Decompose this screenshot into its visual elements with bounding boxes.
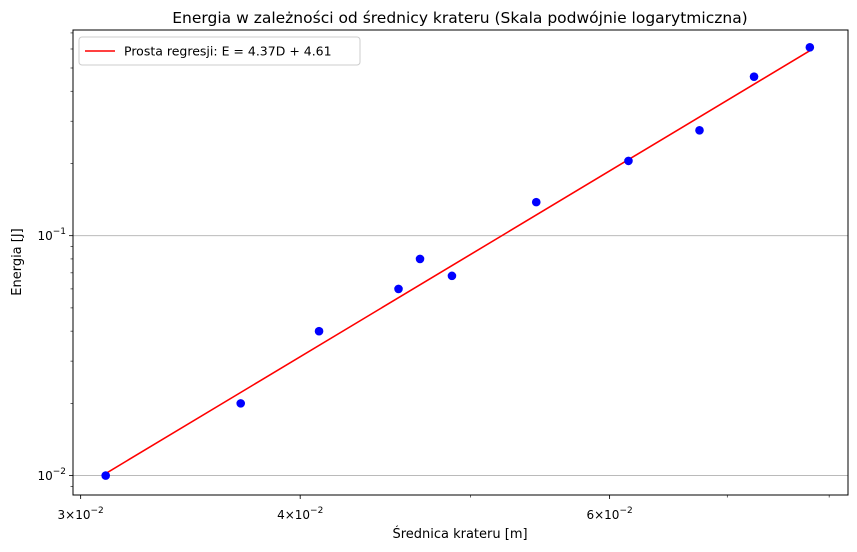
x-tick-label: 4×10−2 [277, 506, 323, 522]
data-point [695, 125, 704, 135]
y-tick-label: 10−1 [37, 227, 66, 243]
data-point [624, 156, 633, 166]
y-axis-ticks: 10−2 10−1 [37, 32, 73, 487]
x-axis-label: Średnica krateru [m] [392, 526, 527, 542]
data-point [101, 471, 110, 480]
chart-title: Energia w zależności od średnicy krateru… [172, 9, 747, 27]
data-point [749, 72, 759, 81]
y-axis-label: Energia [J] [10, 228, 25, 296]
data-point [314, 326, 324, 336]
regression-line-group [105, 50, 811, 475]
x-tick-label: 6×10−2 [586, 506, 632, 522]
y-tick-label: 10−2 [37, 467, 66, 483]
data-point [236, 399, 246, 408]
data-point [394, 284, 403, 294]
data-point [805, 42, 815, 52]
plot-frame [72, 29, 849, 496]
legend: Prosta regresji: E = 4.37D + 4.61 [78, 36, 361, 66]
data-points [101, 42, 815, 480]
grid-lines [73, 235, 848, 476]
data-point [447, 271, 457, 281]
legend-label: Prosta regresji: E = 4.37D + 4.61 [124, 44, 332, 59]
data-point [531, 197, 541, 207]
x-tick-label: 3×10−2 [58, 506, 104, 522]
data-point [415, 254, 425, 264]
x-axis-ticks: 3×10−2 4×10−2 6×10−2 [58, 495, 830, 522]
legend-box [78, 36, 361, 66]
regression-line [105, 50, 811, 475]
